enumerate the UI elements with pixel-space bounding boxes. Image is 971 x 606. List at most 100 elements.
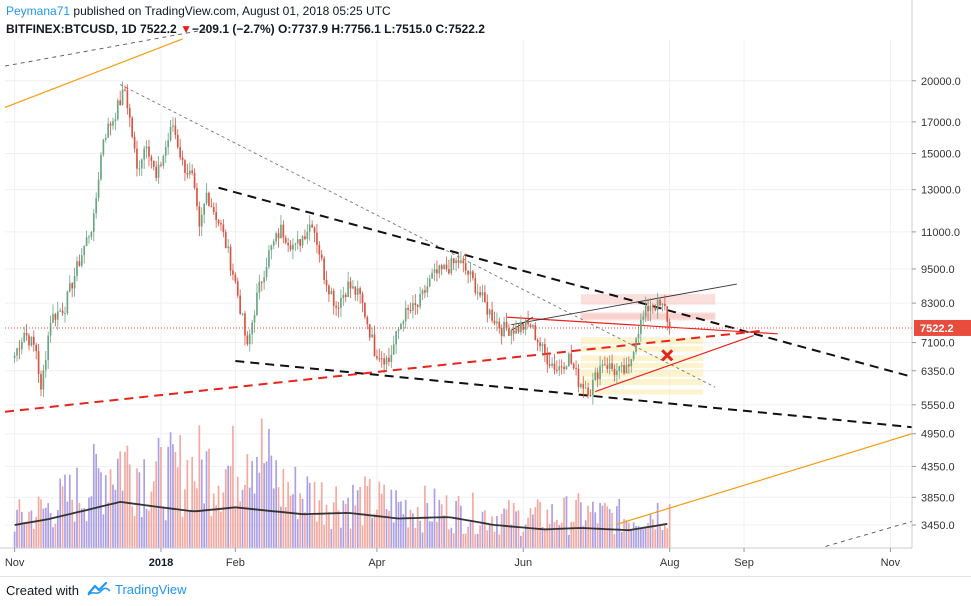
candle [270, 244, 273, 260]
candle [349, 276, 352, 299]
volume-bar [517, 510, 520, 548]
candle-body [544, 344, 546, 355]
volume-bar [234, 508, 237, 548]
candle [575, 360, 577, 376]
candle-body [124, 89, 126, 91]
candle-body [637, 334, 640, 339]
candle-body [654, 306, 657, 311]
candle-body [560, 366, 563, 368]
candle [109, 121, 112, 136]
candle-body [371, 334, 373, 338]
volume-bar [505, 509, 508, 548]
candle [601, 359, 604, 374]
candle-body [193, 172, 196, 188]
candle [234, 272, 237, 284]
candle-body [436, 269, 438, 274]
volume-bar [80, 508, 83, 548]
candle-body [76, 261, 78, 277]
chart-header-line1: Peymana71 published on TradingView.com, … [6, 3, 391, 19]
candle [455, 257, 457, 272]
candle [340, 289, 342, 318]
candle-body [340, 297, 342, 308]
candle [61, 302, 64, 317]
candle-body [162, 155, 165, 166]
volume-bar [241, 489, 244, 548]
author-name[interactable]: Peymana71 [6, 4, 71, 18]
candle-body [359, 288, 361, 294]
candle-body [412, 303, 414, 311]
candle-body [92, 213, 95, 233]
candle [203, 203, 205, 224]
candle-body [13, 355, 16, 359]
candle [263, 270, 265, 290]
candle [520, 315, 522, 336]
candle-body [536, 339, 539, 343]
candle-body [97, 179, 100, 198]
volume-bar [460, 505, 462, 548]
candle [251, 319, 253, 345]
volume-bar [109, 469, 112, 548]
candle [52, 304, 54, 323]
candle [659, 298, 661, 309]
candle [424, 284, 426, 299]
candle [265, 257, 268, 281]
candle-body [112, 121, 114, 126]
candle [510, 328, 513, 345]
demand-zone [580, 378, 704, 386]
volume-bar [443, 515, 445, 548]
candle-body [608, 363, 611, 369]
candle [462, 255, 465, 273]
candle-body [356, 288, 359, 295]
candle [227, 239, 229, 254]
last-price: 7522.2 [140, 22, 177, 36]
volume-bar [330, 529, 333, 548]
candle-body [342, 294, 345, 298]
volume-bar [611, 512, 613, 548]
volume-bar [604, 502, 606, 548]
candle [450, 255, 453, 276]
candle-body [373, 334, 376, 357]
volume-bar [337, 510, 340, 548]
volume-bar [548, 524, 551, 548]
candle [145, 140, 148, 159]
candle [508, 323, 510, 336]
candle [635, 337, 637, 355]
candle [628, 356, 630, 374]
candle [484, 285, 486, 304]
volume-bar [284, 507, 287, 548]
candle-body [644, 305, 647, 317]
candle-body [241, 313, 244, 315]
candle-body [510, 330, 513, 336]
high-value: 7756.1 [344, 22, 381, 36]
candle [186, 163, 189, 179]
candle-body [455, 260, 457, 264]
candle-body [150, 156, 153, 161]
candle [284, 235, 287, 245]
candle [640, 313, 642, 342]
x-tick-label: Nov [881, 557, 901, 569]
volume-bar [402, 514, 405, 548]
volume-bar [328, 511, 330, 548]
candle-body [90, 232, 93, 237]
candle-body [344, 294, 347, 298]
volume-bar [448, 529, 450, 548]
candle-body [308, 224, 311, 232]
candle-body [210, 206, 213, 208]
tradingview-brand-link[interactable]: TradingView [87, 581, 187, 597]
candle [37, 344, 40, 384]
y-tick-label: 3450.0 [921, 520, 955, 532]
volume-bar [23, 522, 26, 548]
volume-bar [666, 528, 669, 548]
candle [570, 344, 573, 365]
candle-body [200, 214, 203, 227]
volume-bar [20, 511, 23, 548]
volume-bar [169, 432, 172, 548]
candle [212, 202, 215, 216]
candle-body [652, 305, 654, 307]
candle-body [256, 292, 258, 316]
x-tick-label: Apr [368, 557, 385, 569]
volume-bar [102, 514, 105, 548]
candle-body [623, 365, 625, 374]
candle [412, 295, 414, 319]
